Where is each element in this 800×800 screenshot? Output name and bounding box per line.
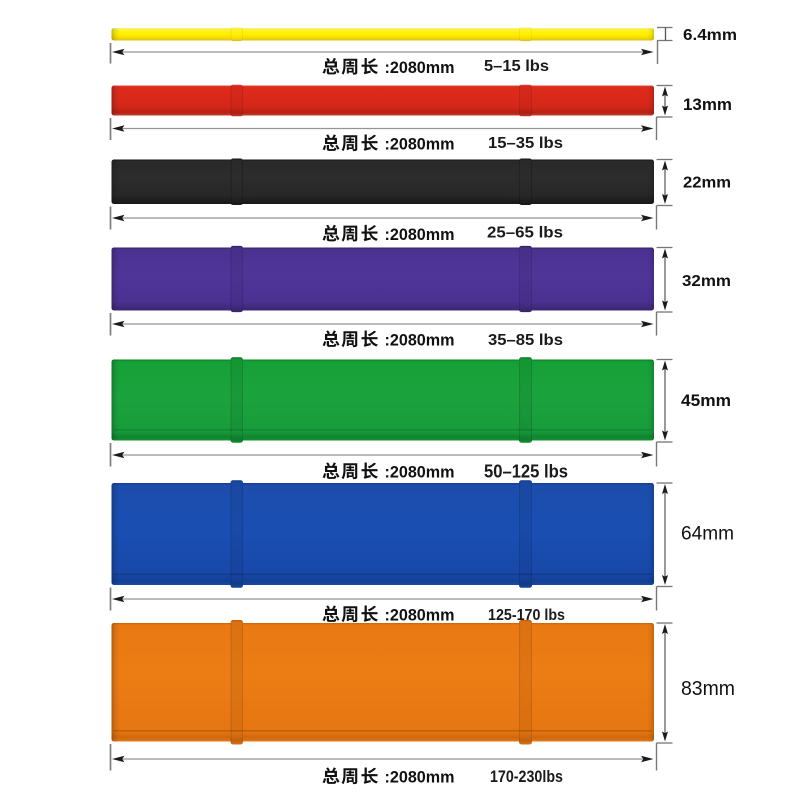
svg-text::2080mm: :2080mm (385, 225, 455, 244)
svg-text:22mm: 22mm (683, 175, 731, 192)
svg-text::2080mm: :2080mm (385, 135, 455, 154)
svg-text:15–35 lbs: 15–35 lbs (488, 135, 563, 152)
svg-text:125-170 lbs: 125-170 lbs (488, 607, 565, 624)
svg-text::2080mm: :2080mm (385, 606, 455, 625)
svg-text::2080mm: :2080mm (385, 58, 455, 77)
svg-text::2080mm: :2080mm (385, 331, 455, 350)
svg-text:13mm: 13mm (683, 95, 732, 114)
svg-text:6.4mm: 6.4mm (683, 27, 737, 44)
svg-text:35–85 lbs: 35–85 lbs (488, 332, 563, 349)
svg-text:170-230lbs: 170-230lbs (490, 768, 563, 786)
svg-text:50–125 lbs: 50–125 lbs (484, 461, 568, 482)
svg-text::2080mm: :2080mm (385, 463, 455, 482)
svg-text:64mm: 64mm (681, 522, 734, 544)
svg-text:45mm: 45mm (681, 391, 731, 410)
svg-text:32mm: 32mm (682, 273, 731, 290)
svg-text:5–15 lbs: 5–15 lbs (484, 58, 549, 75)
svg-text:25–65 lbs: 25–65 lbs (487, 225, 563, 242)
svg-text::2080mm: :2080mm (385, 768, 455, 787)
svg-text:83mm: 83mm (681, 678, 735, 700)
